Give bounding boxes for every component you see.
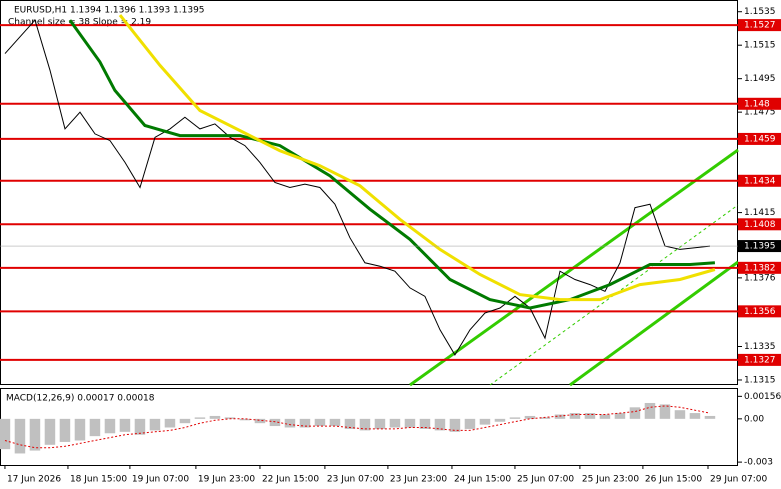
- macd-bar: [539, 417, 551, 419]
- y-tick-label: 1.1475: [744, 108, 776, 118]
- current-price-tag: [738, 240, 781, 253]
- macd-bar: [149, 418, 161, 431]
- level-label: 1.1459: [744, 134, 776, 144]
- x-tick-label: 25 Jun 23:00: [582, 475, 639, 485]
- level-label: 1.1408: [744, 220, 776, 230]
- macd-bar: [14, 418, 26, 454]
- macd-bar: [284, 418, 296, 428]
- level-label: 1.1327: [744, 355, 776, 365]
- x-tick-label: 25 Jun 07:00: [517, 475, 574, 485]
- macd-bar: [179, 418, 191, 424]
- level-tag: [738, 19, 781, 32]
- level-tag: [738, 97, 781, 110]
- macd-bar: [59, 418, 71, 442]
- macd-bar: [434, 418, 446, 431]
- macd-bar: [194, 417, 206, 419]
- macd-bar: [89, 418, 101, 437]
- y-tick-label: 1.1535: [744, 7, 776, 17]
- y-tick-label: 1.1495: [744, 74, 776, 84]
- x-tick-label: 22 Jun 15:00: [262, 475, 319, 485]
- level-label: 1.1356: [744, 307, 776, 317]
- macd-bar: [104, 418, 116, 434]
- macd-bar: [464, 418, 476, 429]
- x-tick-label: 23 Jun 23:00: [390, 475, 447, 485]
- macd-bar: [404, 418, 416, 428]
- level-label: 1.1527: [744, 21, 776, 31]
- macd-bar: [614, 413, 626, 419]
- macd-bar: [674, 410, 686, 419]
- x-tick-label: 18 Jun 15:00: [70, 475, 127, 485]
- macd-bar: [164, 418, 176, 428]
- macd-bar: [374, 418, 386, 429]
- current-price-label: 1.1395: [744, 242, 776, 252]
- level-label: 1.1382: [744, 263, 776, 273]
- x-tick-label: 26 Jun 15:00: [645, 475, 702, 485]
- macd-bar: [704, 415, 716, 419]
- macd-bar: [599, 414, 611, 419]
- macd-bar: [269, 418, 281, 427]
- y-tick-label: 0.00: [744, 414, 764, 424]
- y-tick-label: 1.1415: [744, 208, 776, 218]
- x-tick-label: 19 Jun 07:00: [132, 475, 189, 485]
- macd-bar: [299, 418, 311, 428]
- macd-bar: [629, 407, 641, 419]
- y-tick-label: 1.1335: [744, 342, 776, 352]
- level-tag: [738, 353, 781, 366]
- macd-bar: [479, 418, 491, 425]
- y-tick-label: -0.003: [744, 458, 773, 468]
- macd-bar: [509, 417, 521, 419]
- channel-lower: [569, 260, 739, 387]
- macd-bar: [209, 415, 221, 419]
- chart-title: EURUSD,H1 1.1394 1.1396 1.1393 1.1395: [14, 6, 205, 16]
- x-tick-label: 29 Jun 07:00: [710, 475, 767, 485]
- level-tag: [738, 132, 781, 145]
- level-tag: [738, 305, 781, 318]
- macd-bar: [689, 413, 701, 419]
- macd-bar: [44, 418, 56, 445]
- x-tick-label: 19 Jun 23:00: [198, 475, 255, 485]
- level-tag: [738, 174, 781, 187]
- y-tick-label: 1.1315: [744, 375, 776, 385]
- y-tick-label: 0.00156: [744, 392, 781, 402]
- macd-bar: [389, 418, 401, 428]
- macd-bar: [524, 415, 536, 419]
- y-tick-label: 1.1515: [744, 41, 776, 51]
- macd-bar: [644, 402, 656, 419]
- chart-subtitle: Channel size = 38 Slope = 2.19: [8, 18, 151, 28]
- x-tick-label: 23 Jun 07:00: [327, 475, 384, 485]
- macd-bar: [239, 418, 251, 421]
- macd-bar: [494, 418, 506, 422]
- macd-bar: [0, 418, 11, 450]
- macd-bar: [134, 418, 146, 435]
- level-tag: [738, 218, 781, 231]
- macd-bar: [554, 414, 566, 419]
- level-tag: [738, 261, 781, 274]
- macd-bar: [449, 418, 461, 432]
- price-line: [4, 19, 711, 356]
- macd-bar: [254, 418, 266, 424]
- macd-bar: [74, 418, 86, 441]
- macd-bar: [569, 413, 581, 419]
- macd-bar: [329, 418, 341, 427]
- macd-bar: [29, 418, 41, 451]
- macd-bar: [419, 418, 431, 429]
- x-tick-label: 17 Jun 2026: [7, 475, 61, 485]
- price-line: [68, 19, 716, 310]
- price-line: [118, 14, 716, 302]
- macd-bar: [119, 418, 131, 432]
- x-tick-label: 24 Jun 15:00: [454, 475, 511, 485]
- y-tick-label: 1.1376: [744, 273, 776, 283]
- macd-bar: [359, 418, 371, 431]
- signal-line: [4, 405, 711, 449]
- level-label: 1.148: [744, 99, 770, 109]
- macd-bar: [659, 404, 671, 419]
- macd-bar: [224, 417, 236, 419]
- macd-bar: [584, 413, 596, 419]
- macd-bar: [314, 418, 326, 427]
- macd-title: MACD(12,26,9) 0.00017 0.00018: [6, 394, 155, 404]
- macd-bar: [344, 418, 356, 429]
- level-label: 1.1434: [744, 176, 776, 186]
